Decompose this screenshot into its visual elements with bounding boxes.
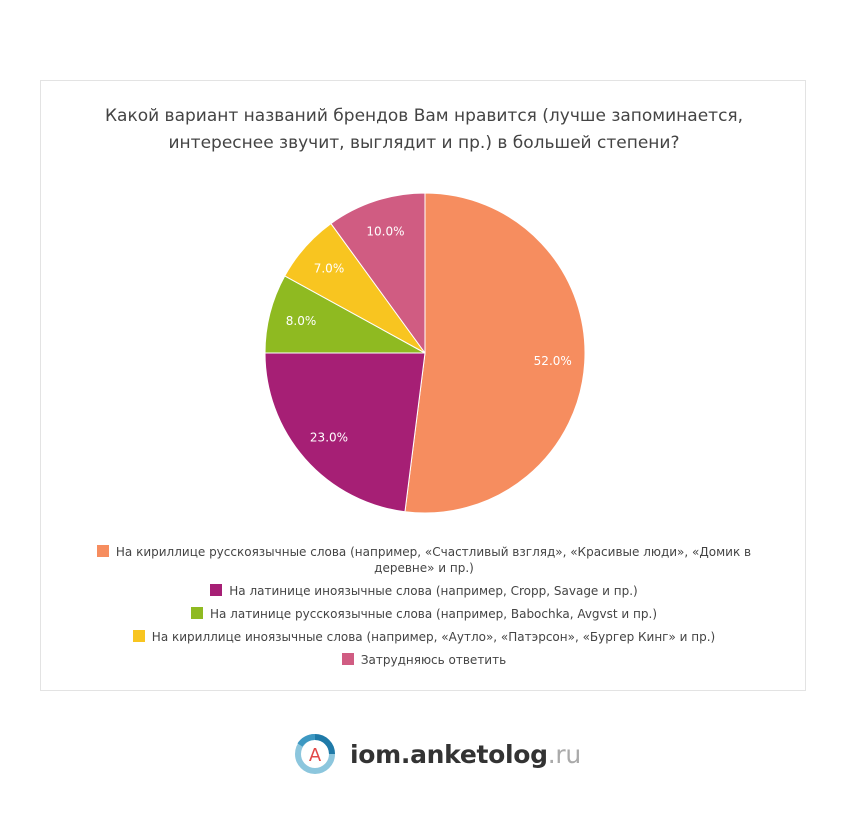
slice-data-label: 10.0%	[366, 224, 404, 238]
chart-title-line: интереснее звучит, выглядит и пр.) в бол…	[168, 133, 680, 153]
chart-title: Какой вариант названий брендов Вам нрави…	[41, 103, 807, 157]
logo-name: iom.anketolog	[350, 739, 548, 769]
legend-label: На латинице русскоязычные слова (наприме…	[209, 607, 657, 621]
legend-swatch	[210, 584, 223, 596]
slice-data-label: 8.0%	[286, 314, 317, 328]
anketolog-logo-icon: А	[295, 734, 335, 774]
legend-item[interactable]: На кириллице русскоязычные слова (наприм…	[91, 544, 757, 576]
legend-item[interactable]: На кириллице иноязычные слова (например,…	[91, 629, 757, 645]
logo-tld: .ru	[547, 739, 581, 769]
legend-label: Затрудняюсь ответить	[360, 653, 507, 667]
logo-letter: А	[309, 745, 322, 766]
legend-label: На кириллице русскоязычные слова (наприм…	[115, 545, 752, 575]
chart-legend: На кириллице русскоязычные слова (наприм…	[91, 544, 757, 675]
pie-slice[interactable]	[404, 192, 586, 514]
legend-item[interactable]: На латинице иноязычные слова (например, …	[91, 583, 757, 599]
legend-swatch	[341, 653, 354, 665]
legend-swatch	[190, 607, 203, 619]
slice-data-label: 52.0%	[534, 354, 572, 368]
chart-title-line: Какой вариант названий брендов Вам нрави…	[104, 106, 744, 126]
pie-slice[interactable]	[264, 352, 426, 513]
legend-swatch	[96, 545, 109, 557]
site-logo[interactable]: А iom.anketolog.ru	[292, 731, 581, 777]
pie-chart: 52.0% 23.0% 8.0% 7.0% 10.0%	[264, 192, 586, 514]
pie-slice[interactable]	[330, 192, 426, 355]
chart-card: Какой вариант названий брендов Вам нрави…	[40, 80, 806, 691]
legend-label: На кириллице иноязычные слова (например,…	[151, 630, 716, 644]
slice-data-label: 7.0%	[314, 261, 345, 275]
legend-label: На латинице иноязычные слова (например, …	[229, 584, 638, 598]
legend-item[interactable]: Затрудняюсь ответить	[91, 652, 757, 668]
slice-data-label: 23.0%	[310, 431, 348, 445]
legend-swatch	[132, 630, 145, 642]
legend-item[interactable]: На латинице русскоязычные слова (наприме…	[91, 606, 757, 622]
